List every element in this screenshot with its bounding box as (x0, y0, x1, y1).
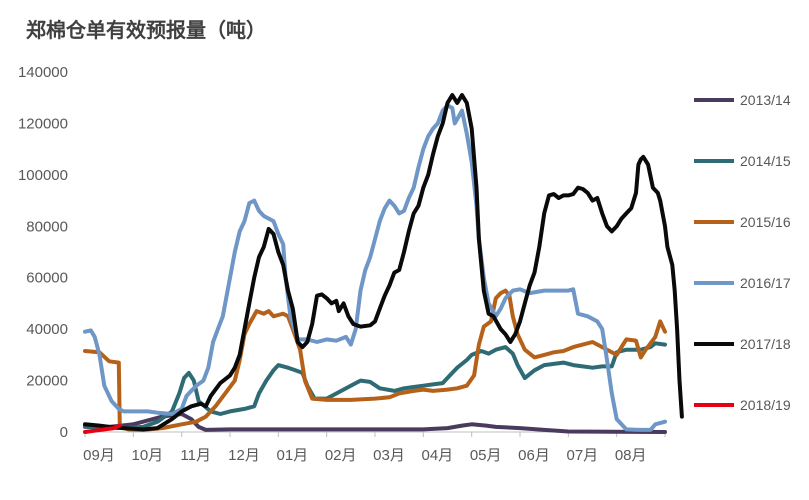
legend-label: 2014/15 (740, 153, 791, 169)
legend-label: 2018/19 (740, 397, 791, 413)
x-tick-label: 03月 (373, 447, 405, 464)
series-line-2014-15 (83, 341, 667, 431)
y-tick-label: 0 (60, 424, 68, 441)
y-tick-label: 100000 (18, 167, 68, 184)
y-tick-label: 40000 (26, 321, 68, 338)
chart-title: 郑棉仓单有效预报量（吨） (26, 20, 266, 42)
x-tick-label: 10月 (131, 447, 163, 464)
series-line-2018-19 (83, 423, 122, 434)
x-tick-label: 07月 (566, 447, 598, 464)
legend-label: 2013/14 (740, 92, 791, 108)
x-tick-label: 04月 (421, 447, 453, 464)
x-tick-label: 11月 (180, 447, 211, 464)
series-line-2013-14 (83, 412, 667, 434)
legend-label: 2017/18 (740, 336, 791, 352)
axes-layer: 0 20000 40000 60000 80000 100000 120000 140000 0… (18, 64, 666, 464)
x-tick-label: 08月 (615, 447, 647, 464)
series-layer (83, 93, 684, 434)
x-tick-label: 12月 (228, 447, 260, 464)
legend-label: 2015/16 (740, 214, 791, 230)
y-tick-label: 60000 (26, 270, 68, 287)
y-tick-label: 140000 (18, 64, 68, 81)
legend: 2013/14 2014/15 2015/16 2016/17 2017/18 2018/… (694, 92, 791, 413)
y-tick-label: 120000 (18, 115, 68, 132)
x-tick-label: 05月 (470, 447, 502, 464)
series-line-2017-18 (83, 93, 684, 432)
x-tick-label: 01月 (276, 447, 308, 464)
y-tick-label: 80000 (26, 218, 68, 235)
x-tick-label: 09月 (83, 447, 115, 464)
x-tick-label: 02月 (325, 447, 357, 464)
x-tick-label: 06月 (518, 447, 550, 464)
series-line-2016-17 (83, 103, 667, 432)
legend-label: 2016/17 (740, 275, 791, 291)
series-line-2015-16 (83, 288, 667, 432)
y-tick-label: 20000 (26, 373, 68, 390)
